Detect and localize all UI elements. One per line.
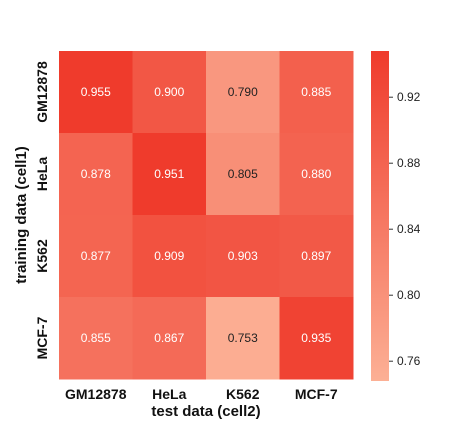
heatmap-cell: [132, 51, 207, 134]
colorbar-tick-label: 0.80: [397, 288, 421, 302]
y-axis-label: training data (cell1): [13, 146, 30, 284]
heatmap-value-label: 0.903: [228, 249, 258, 263]
heatmap-cell: [132, 297, 207, 380]
colorbar-tick-label: 0.92: [397, 90, 421, 104]
heatmap-value-label: 0.877: [81, 249, 111, 263]
x-tick-label: HeLa: [152, 386, 186, 402]
heatmap-cell: [132, 215, 207, 298]
heatmap-cell: [206, 297, 280, 380]
heatmap-cell: [279, 51, 354, 134]
heatmap-cell: [279, 297, 354, 380]
heatmap-cell: [279, 215, 354, 298]
heatmap-value-label: 0.878: [81, 167, 111, 181]
colorbar-ticks: 0.76 0.80 0.84 0.88 0.92: [389, 90, 421, 368]
heatmap-value-label: 0.790: [228, 85, 258, 99]
x-axis-ticks: GM12878 HeLa K562 MCF-7: [65, 386, 338, 402]
colorbar-tick-label: 0.84: [397, 222, 421, 236]
heatmap-value-label: 0.900: [154, 85, 184, 99]
heatmap-value-label: 0.855: [81, 331, 111, 345]
y-tick-label: MCF-7: [34, 316, 50, 359]
heatmap-cell: [59, 297, 133, 380]
y-axis-ticks: GM12878 HeLa K562 MCF-7: [34, 61, 50, 359]
colorbar-gradient: [371, 51, 389, 381]
heatmap-value-label: 0.935: [301, 331, 331, 345]
heatmap-cell: [279, 133, 354, 216]
heatmap-cell: [59, 51, 133, 134]
colorbar-tick-label: 0.76: [397, 354, 421, 368]
colorbar-tick-label: 0.88: [397, 156, 421, 170]
heatmap-cell: [132, 133, 207, 216]
heatmap-value-label: 0.880: [301, 167, 331, 181]
heatmap-value-label: 0.909: [154, 249, 184, 263]
x-axis-label: test data (cell2): [151, 403, 260, 420]
heatmap-value-label: 0.885: [301, 85, 331, 99]
colorbar: 0.76 0.80 0.84 0.88 0.92: [371, 51, 421, 381]
y-tick-label: HeLa: [34, 157, 50, 191]
x-tick-label: GM12878: [65, 386, 127, 402]
heatmap-cell: [206, 215, 280, 298]
y-tick-label: GM12878: [34, 61, 50, 123]
heatmap-value-label: 0.805: [228, 167, 258, 181]
y-tick-label: K562: [34, 239, 50, 273]
heatmap-value-label: 0.955: [81, 85, 111, 99]
x-tick-label: MCF-7: [295, 386, 338, 402]
x-tick-label: K562: [226, 386, 260, 402]
heatmap-value-label: 0.753: [228, 331, 258, 345]
heatmap-cell: [59, 133, 133, 216]
heatmap-value-label: 0.867: [154, 331, 184, 345]
heatmap-value-labels: 0.955 0.900 0.790 0.885 0.878 0.951 0.805 0.880…: [81, 85, 332, 345]
heatmap-cell: [206, 51, 280, 134]
heatmap-value-label: 0.897: [301, 249, 331, 263]
heatmap-cells: [59, 51, 354, 380]
heatmap-cell: [206, 133, 280, 216]
heatmap-value-label: 0.951: [154, 167, 184, 181]
heatmap-cell: [59, 215, 133, 298]
